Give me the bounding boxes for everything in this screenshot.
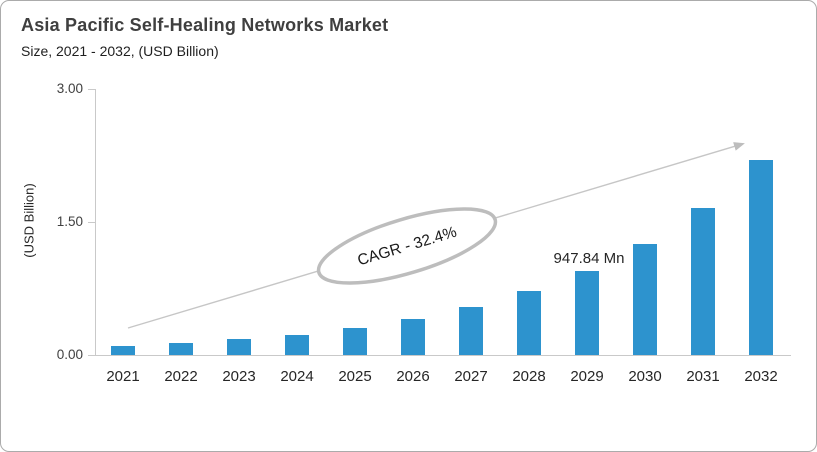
- y-tick-label: 1.50: [56, 214, 83, 229]
- x-category-label: 2029: [570, 368, 604, 385]
- y-tick-mark: [88, 355, 95, 356]
- bar-2030: [633, 244, 657, 355]
- bar-2032: [749, 159, 773, 355]
- bar-2031: [691, 207, 715, 355]
- x-category-label: 2032: [744, 368, 778, 385]
- bar-2022: [169, 343, 193, 355]
- bar-2026: [401, 318, 425, 355]
- x-category-label: 2031: [686, 368, 720, 385]
- x-category-label: 2024: [280, 368, 314, 385]
- cagr-ellipse: [316, 207, 498, 285]
- chart-title: Asia Pacific Self-Healing Networks Marke…: [21, 15, 389, 35]
- chart-subtitle: Size, 2021 - 2032, (USD Billion): [21, 43, 219, 59]
- bar-2028: [517, 291, 541, 355]
- bar-2029: [575, 270, 599, 355]
- y-axis-line: [95, 89, 96, 355]
- y-tick-mark: [88, 89, 95, 90]
- bar-2025: [343, 327, 367, 355]
- x-axis-line: [95, 355, 791, 356]
- x-category-label: 2021: [106, 368, 140, 385]
- bar-2027: [459, 307, 483, 355]
- bar-2021: [111, 346, 135, 355]
- x-category-label: 2026: [396, 368, 430, 385]
- bar-2023: [227, 339, 251, 355]
- x-category-label: 2023: [222, 368, 256, 385]
- x-category-label: 2025: [338, 368, 372, 385]
- y-axis-title: (USD Billion): [21, 183, 37, 258]
- y-tick-label: 0.00: [56, 347, 83, 362]
- y-tick-mark: [88, 222, 95, 223]
- cagr-label: CAGR - 32.4%: [356, 224, 459, 270]
- y-tick-label: 3.00: [56, 81, 83, 96]
- x-category-label: 2022: [164, 368, 198, 385]
- x-category-label: 2030: [628, 368, 662, 385]
- x-category-label: 2028: [512, 368, 546, 385]
- bar-2024: [285, 334, 309, 355]
- x-category-label: 2027: [454, 368, 488, 385]
